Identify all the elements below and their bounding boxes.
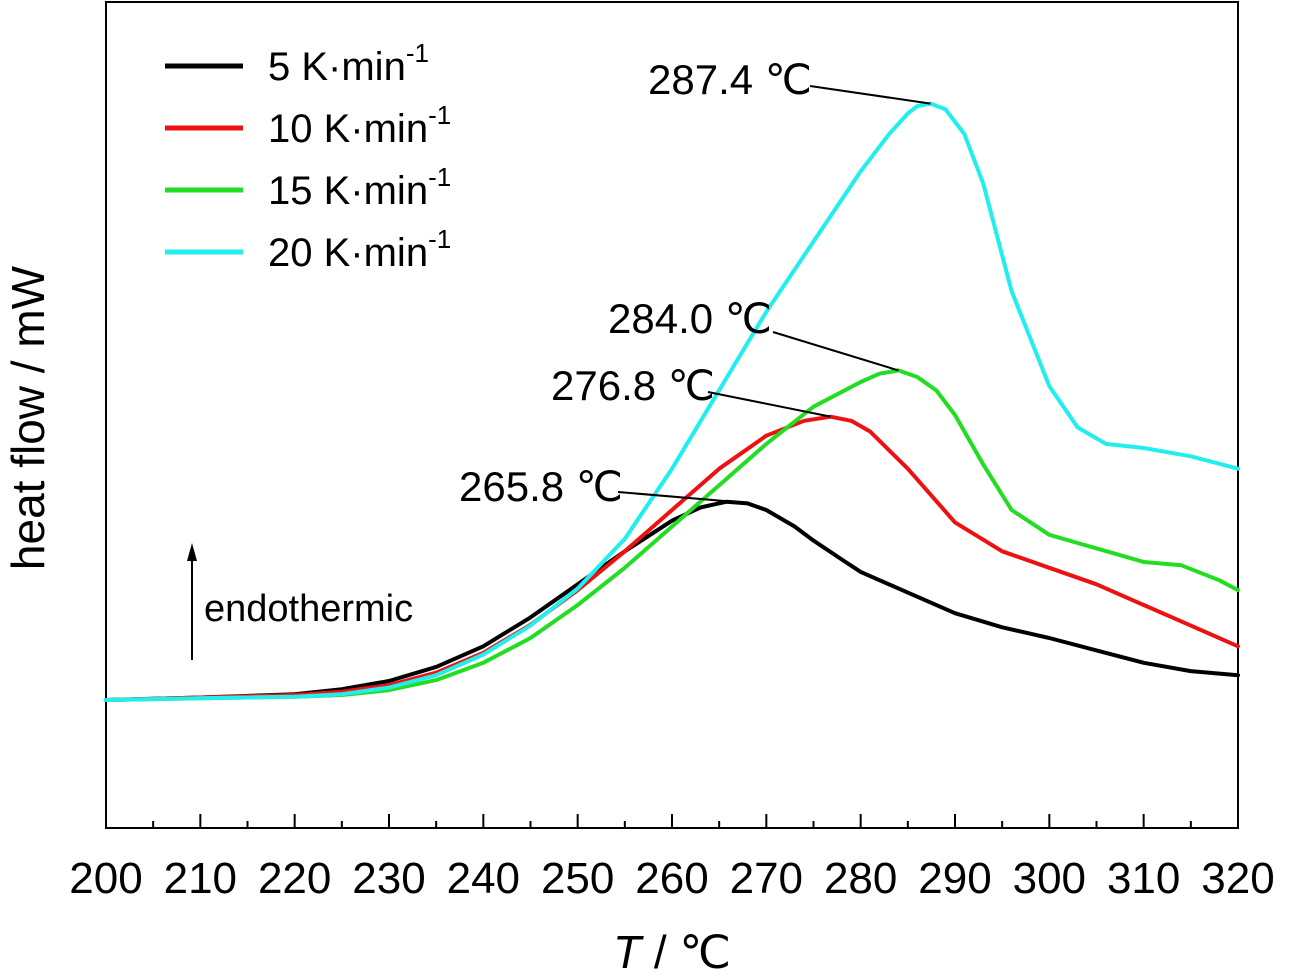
x-tick-label: 210 [164, 854, 237, 903]
x-tick-label: 300 [1013, 854, 1086, 903]
peak-label: 284.0 ℃ [608, 295, 772, 342]
x-tick-label: 240 [447, 854, 520, 903]
y-axis-title: heat flow / mW [2, 265, 54, 570]
legend: 5 K·min-1 10 K·min-1 15 K·min-1 20 K·min-1 [165, 38, 451, 275]
peak-leader-line [772, 331, 899, 372]
legend-label-3: 15 K·min-1 [268, 162, 451, 213]
x-tick-label: 310 [1107, 854, 1180, 903]
x-axis-symbol: T [613, 926, 644, 978]
series-line-1 [104, 499, 1240, 702]
x-tick-label: 270 [730, 854, 803, 903]
legend-label-4: 20 K·min-1 [268, 224, 451, 275]
x-tick-label: 320 [1201, 854, 1274, 903]
legend-label-2: 10 K·min-1 [268, 100, 451, 151]
x-axis-title: T / ℃ [613, 926, 731, 978]
x-tick-label: 220 [258, 854, 331, 903]
legend-label-1: 5 K·min-1 [268, 38, 429, 89]
peak-label: 265.8 ℃ [459, 463, 623, 510]
x-tick-label: 290 [918, 854, 991, 903]
x-tick-label: 250 [541, 854, 614, 903]
endothermic-label: endothermic [204, 588, 413, 630]
arrow-head-icon [187, 543, 197, 561]
series-line-3 [104, 368, 1240, 702]
peak-label: 287.4 ℃ [648, 56, 812, 103]
x-tick-label: 260 [635, 854, 708, 903]
x-tick-label: 230 [352, 854, 425, 903]
x-axis-unit: / ℃ [641, 926, 731, 978]
endothermic-annotation: endothermic [187, 543, 413, 660]
peak-annotations: 265.8 ℃ 276.8 ℃ 284.0 ℃ 287.4 ℃ [459, 56, 931, 510]
peak-leader-line [809, 85, 931, 105]
plot-area [104, 101, 1240, 702]
x-tick-label: 200 [69, 854, 142, 903]
x-axis: 200 210 220 230 240 250 260 270 280 290 300 310 320 [69, 814, 1275, 903]
series-line-4 [104, 101, 1240, 702]
peak-label: 276.8 ℃ [551, 362, 715, 409]
peak-leader-line [707, 391, 831, 418]
series-line-2 [104, 414, 1240, 702]
x-tick-label: 280 [824, 854, 897, 903]
peak-leader-line [617, 491, 734, 503]
